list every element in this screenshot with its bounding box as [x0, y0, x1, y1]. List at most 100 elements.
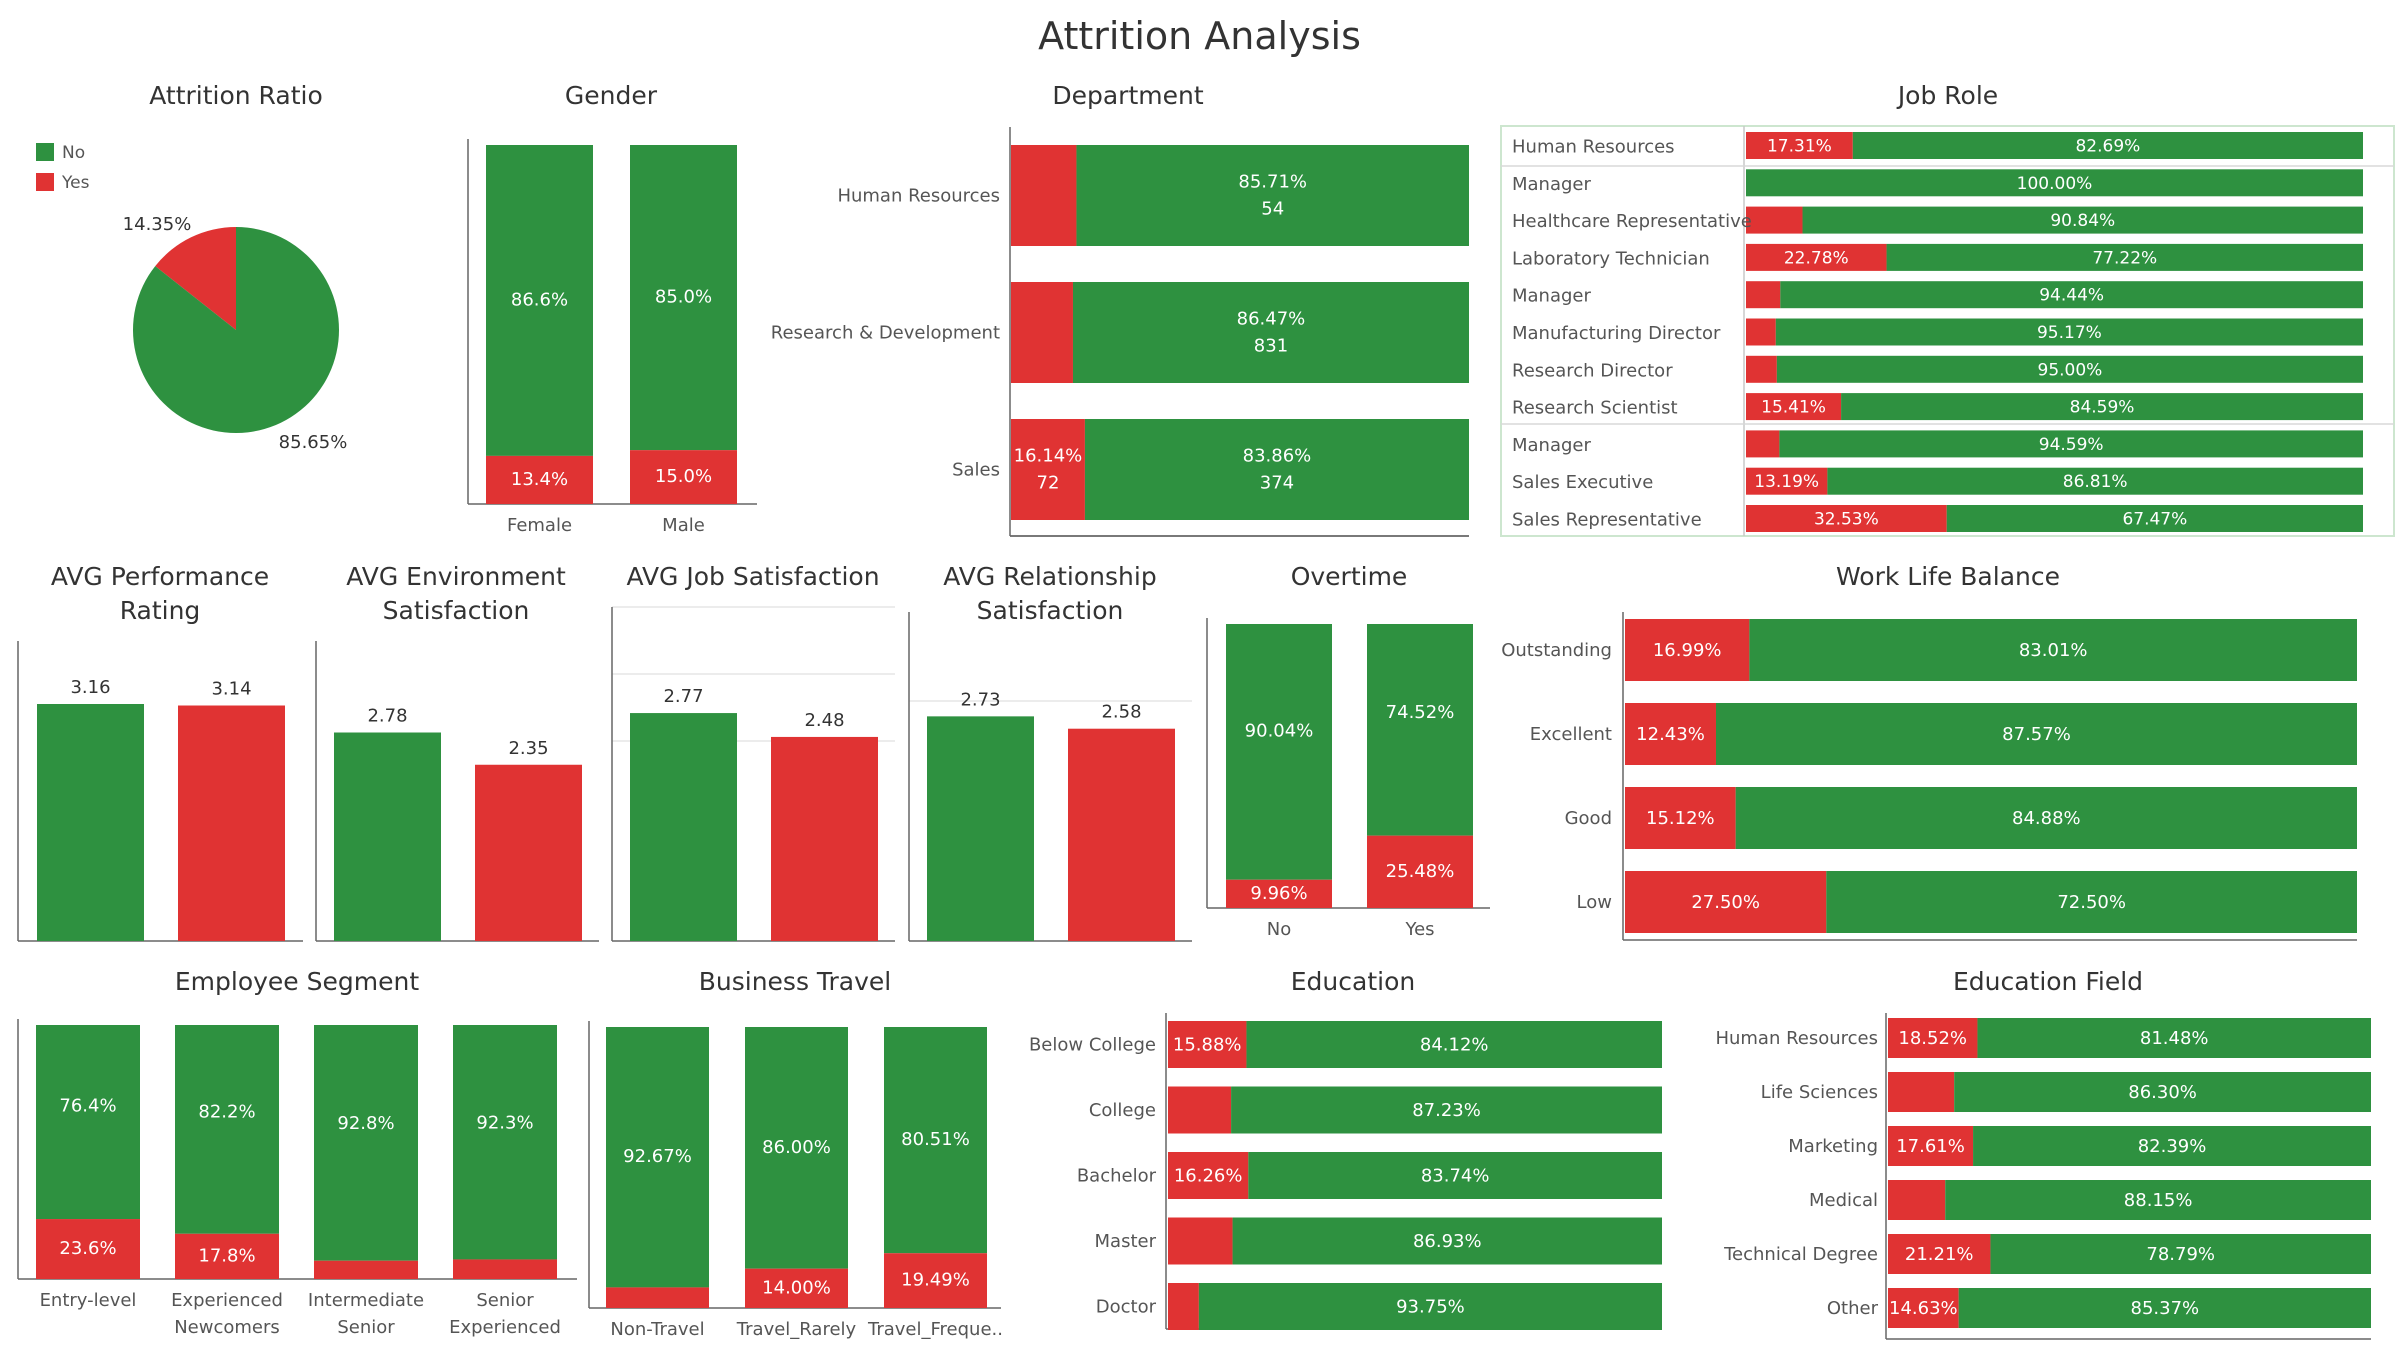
- work-life-balance-bar-no: [1749, 619, 2357, 681]
- education-label-no: 87.23%: [1412, 1100, 1481, 1121]
- employee-segment-label-no: 76.4%: [59, 1096, 116, 1117]
- pie-slice-no: [133, 227, 339, 433]
- attrition-ratio-title: Attrition Ratio: [149, 81, 323, 110]
- job-role-bar-no: [1827, 467, 2363, 495]
- education-field-category-label: Technical Degree: [1723, 1244, 1878, 1265]
- job-role-label-no: 94.59%: [2039, 435, 2104, 455]
- avg-job-satisfaction-title: AVG Job Satisfaction: [626, 562, 879, 591]
- legend-no-label: No: [62, 143, 85, 163]
- education-field-bar-yes: [1888, 1126, 1974, 1166]
- education-label-no: 83.74%: [1421, 1166, 1490, 1187]
- department-bar-no: [1084, 419, 1469, 520]
- business-travel-category-label: Travel_Freque..: [867, 1319, 1003, 1340]
- work-life-balance-bar-yes: [1625, 703, 1716, 765]
- avg-job-satisfaction-value-label: 2.77: [663, 686, 703, 707]
- avg-job-satisfaction-bar-yes: [771, 736, 878, 941]
- work-life-balance-label-yes: 16.99%: [1653, 640, 1722, 661]
- avg-relationship-title: AVG Relationship: [943, 562, 1156, 591]
- overtime-bar-yes: [1226, 879, 1332, 908]
- gender-label-yes: 13.4%: [511, 469, 568, 490]
- employee-segment-bar-yes: [175, 1233, 279, 1279]
- department-count-no: 54: [1261, 199, 1284, 220]
- work-life-balance-label-no: 87.57%: [2002, 724, 2071, 745]
- pie-label-no: 85.65%: [279, 432, 348, 453]
- avg-relationship-value-label: 2.73: [960, 689, 1000, 710]
- avg-environment-value-label: 2.35: [508, 738, 548, 759]
- employee-segment-label-no: 92.3%: [476, 1112, 533, 1133]
- employee-segment-bar-no: [175, 1025, 279, 1234]
- education-field-bar-no: [1945, 1180, 2371, 1220]
- work-life-balance-label-no: 72.50%: [2057, 892, 2126, 913]
- education-field-bar-yes: [1888, 1234, 1991, 1274]
- job-role-bar-no: [1852, 132, 2363, 159]
- job-role-label-no: 95.17%: [2037, 323, 2102, 343]
- work-life-balance-category-label: Outstanding: [1501, 640, 1612, 661]
- business-travel-bar-no: [884, 1027, 987, 1254]
- employee-segment-label-yes: 17.8%: [198, 1245, 255, 1266]
- education-field-label-no: 81.48%: [2140, 1028, 2209, 1049]
- education-category-label: Master: [1095, 1231, 1157, 1252]
- education-field-bar-yes: [1888, 1180, 1946, 1220]
- overtime-category-label: Yes: [1404, 919, 1434, 940]
- education-field-bar-yes: [1888, 1072, 1955, 1112]
- job-role-label-no: 90.84%: [2050, 211, 2115, 231]
- job-role-bar-no: [1946, 505, 2363, 532]
- education-title: Education: [1291, 967, 1415, 996]
- job-role-bar-no: [1780, 281, 2363, 309]
- education-field-bar-no: [1990, 1234, 2371, 1274]
- education-field-category-label: Marketing: [1788, 1136, 1878, 1157]
- education-bar-yes: [1168, 1086, 1232, 1134]
- department-count-no: 374: [1260, 473, 1294, 494]
- gender-category-label: Female: [507, 515, 572, 536]
- work-life-balance-bar-no: [1715, 703, 2357, 765]
- education-field-label-no: 82.39%: [2138, 1136, 2207, 1157]
- avg-relationship-bar-yes: [1068, 728, 1175, 941]
- business-travel-bar-yes: [884, 1253, 987, 1308]
- work-life-balance-bar-yes: [1625, 619, 1750, 681]
- work-life-balance-label-yes: 27.50%: [1691, 892, 1760, 913]
- business-travel-category-label: Non-Travel: [610, 1319, 704, 1340]
- job-role-label-no: 77.22%: [2092, 248, 2157, 268]
- job-role-bar-no: [1886, 243, 2363, 271]
- business-travel-label-yes: 19.49%: [901, 1270, 970, 1291]
- overtime-label-no: 90.04%: [1245, 720, 1314, 741]
- work-life-balance-category-label: Good: [1565, 808, 1612, 829]
- gender-bar-no: [630, 145, 737, 451]
- employee-segment-label-no: 92.8%: [337, 1113, 394, 1134]
- job-role-bar-yes: [1746, 430, 1780, 458]
- job-role-label-no: 86.81%: [2063, 472, 2128, 492]
- gender-bar-yes: [630, 450, 737, 504]
- education-category-label: Bachelor: [1077, 1166, 1157, 1187]
- department-label-no: 85.71%: [1238, 172, 1307, 193]
- business-travel-bar-yes: [606, 1287, 709, 1308]
- education-field-title: Education Field: [1953, 967, 2143, 996]
- education-bar-no: [1232, 1217, 1662, 1265]
- education-field-bar-yes: [1888, 1288, 1959, 1328]
- avg-environment-value-label: 2.78: [367, 706, 407, 727]
- department-bar-yes: [1011, 145, 1077, 246]
- business-travel-category-label: Travel_Rarely: [736, 1319, 857, 1340]
- education-field-bar-no: [1973, 1126, 2371, 1166]
- job-role-label-yes: 13.19%: [1754, 472, 1819, 492]
- job-role-label-no: 100.00%: [2017, 174, 2093, 194]
- job-role-frame: [1500, 125, 2395, 537]
- pie-label-yes: 14.35%: [123, 214, 192, 235]
- business-travel-label-yes: 14.00%: [762, 1277, 831, 1298]
- legend-no-swatch: [36, 143, 54, 161]
- legend-yes-label: Yes: [61, 173, 90, 193]
- employee-segment-label-yes: 23.6%: [59, 1238, 116, 1259]
- job-role-bar-no: [1779, 430, 2363, 458]
- education-field-label-no: 86.30%: [2128, 1082, 2197, 1103]
- education-bar-yes: [1168, 1217, 1233, 1265]
- department-bar-yes: [1011, 419, 1085, 520]
- job-role-bar-yes: [1746, 467, 1828, 495]
- avg-performance-bar-no: [37, 704, 144, 941]
- department-category-label: Human Resources: [837, 186, 1000, 207]
- education-field-category-label: Other: [1827, 1298, 1879, 1319]
- department-count-yes: 72: [1037, 473, 1060, 494]
- employee-segment-bar-no: [453, 1025, 557, 1260]
- education-field-category-label: Medical: [1809, 1190, 1878, 1211]
- education-field-bar-no: [1954, 1072, 2371, 1112]
- gender-category-label: Male: [662, 515, 705, 536]
